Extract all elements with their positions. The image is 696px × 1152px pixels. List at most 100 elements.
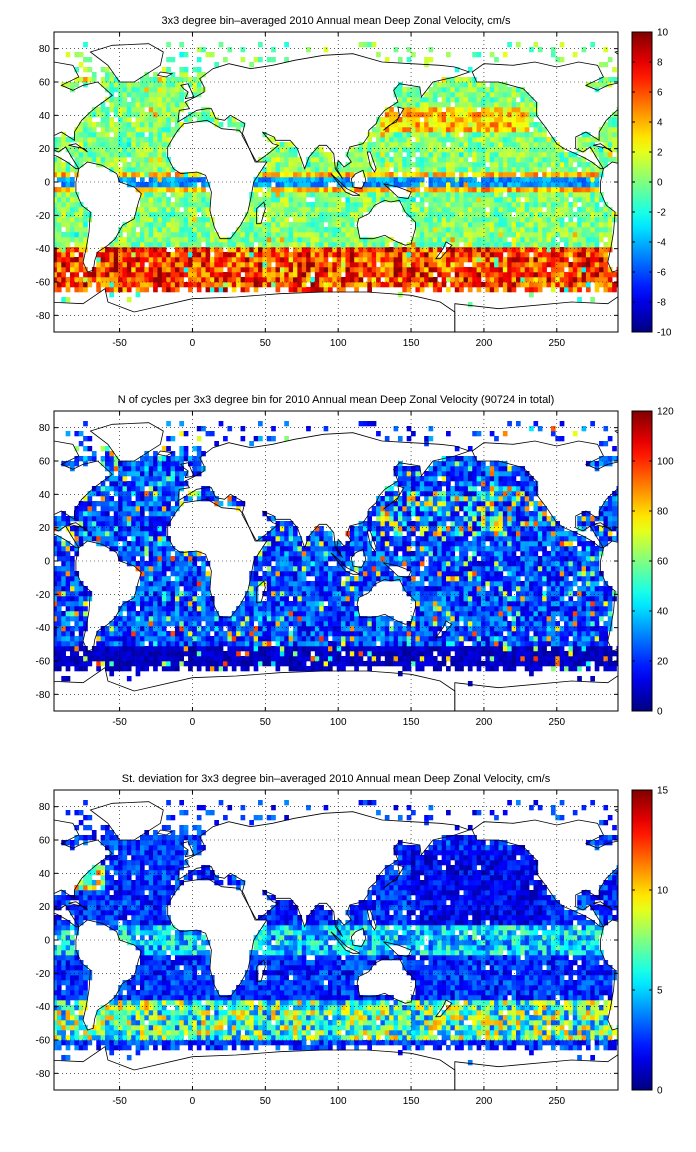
heatmap-cell bbox=[568, 177, 573, 182]
heatmap-cell bbox=[389, 282, 394, 287]
heatmap-cell bbox=[144, 122, 149, 127]
heatmap-cell bbox=[455, 242, 460, 247]
heatmap-cell bbox=[192, 237, 197, 242]
heatmap-cell bbox=[472, 177, 477, 182]
heatmap-cell bbox=[560, 282, 565, 287]
heatmap-cell bbox=[127, 252, 132, 257]
heatmap-cell bbox=[350, 262, 355, 267]
heatmap-cell bbox=[153, 496, 158, 501]
heatmap-cell bbox=[455, 132, 460, 137]
heatmap-cell bbox=[79, 217, 84, 222]
heatmap-cell bbox=[547, 262, 552, 267]
heatmap-cell bbox=[53, 217, 58, 222]
heatmap-cell bbox=[157, 222, 162, 227]
heatmap-cell bbox=[149, 636, 154, 641]
heatmap-cell bbox=[166, 212, 171, 217]
heatmap-cell bbox=[83, 536, 88, 541]
heatmap-cell bbox=[420, 97, 425, 102]
heatmap-cell bbox=[153, 127, 158, 132]
heatmap-cell bbox=[118, 521, 123, 526]
heatmap-cell bbox=[166, 252, 171, 257]
heatmap-cell bbox=[551, 187, 556, 192]
heatmap-cell bbox=[61, 641, 66, 646]
heatmap-cell bbox=[149, 257, 154, 262]
heatmap-cell bbox=[70, 576, 75, 581]
heatmap-cell bbox=[144, 162, 149, 167]
heatmap-cell bbox=[337, 277, 342, 282]
heatmap-cell bbox=[149, 132, 154, 137]
heatmap-cell bbox=[127, 511, 132, 516]
heatmap-cell bbox=[153, 137, 158, 142]
heatmap-cell bbox=[538, 272, 543, 277]
heatmap-cell bbox=[337, 212, 342, 217]
heatmap-cell bbox=[131, 661, 136, 666]
heatmap-cell bbox=[101, 486, 106, 491]
heatmap-cell bbox=[179, 232, 184, 237]
heatmap-cell bbox=[96, 531, 101, 536]
heatmap-cell bbox=[345, 207, 350, 212]
heatmap-cell bbox=[494, 182, 499, 187]
heatmap-cell bbox=[140, 481, 145, 486]
heatmap-cell bbox=[179, 192, 184, 197]
heatmap-cell bbox=[542, 172, 547, 177]
heatmap-cell bbox=[582, 182, 587, 187]
heatmap-cell bbox=[79, 287, 84, 292]
heatmap-cell bbox=[188, 217, 193, 222]
heatmap-cell bbox=[433, 167, 438, 172]
heatmap-cell bbox=[153, 646, 158, 651]
heatmap-cell bbox=[450, 187, 455, 192]
heatmap-cell bbox=[179, 212, 184, 217]
heatmap-cell bbox=[433, 282, 438, 287]
heatmap-cell bbox=[210, 267, 215, 272]
y-tick-label: -80 bbox=[36, 311, 51, 322]
heatmap-cell bbox=[507, 247, 512, 252]
heatmap-cell bbox=[223, 237, 228, 242]
heatmap-cell bbox=[433, 117, 438, 122]
heatmap-cell bbox=[136, 631, 141, 636]
heatmap-cell bbox=[398, 137, 403, 142]
heatmap-cell bbox=[380, 167, 385, 172]
heatmap-cell bbox=[525, 132, 530, 137]
heatmap-cell bbox=[560, 157, 565, 162]
heatmap-cell bbox=[411, 247, 416, 252]
heatmap-cell bbox=[450, 117, 455, 122]
heatmap-cell bbox=[171, 556, 176, 561]
heatmap-cell bbox=[411, 252, 416, 257]
heatmap-cell bbox=[144, 287, 149, 292]
heatmap-cell bbox=[577, 297, 582, 302]
heatmap-cell bbox=[512, 132, 517, 137]
heatmap-cell bbox=[131, 222, 136, 227]
heatmap-cell bbox=[197, 57, 202, 62]
heatmap-cell bbox=[420, 157, 425, 162]
heatmap-cell bbox=[127, 152, 132, 157]
heatmap-cell bbox=[415, 87, 420, 92]
heatmap-cell bbox=[74, 586, 79, 591]
heatmap-cell bbox=[66, 601, 71, 606]
heatmap-cell bbox=[542, 262, 547, 267]
heatmap-cell bbox=[385, 257, 390, 262]
heatmap-cell bbox=[157, 232, 162, 237]
heatmap-cell bbox=[402, 117, 407, 122]
heatmap-cell bbox=[507, 97, 512, 102]
heatmap-cell bbox=[372, 247, 377, 252]
heatmap-cell bbox=[424, 262, 429, 267]
heatmap-cell bbox=[92, 272, 97, 277]
heatmap-cell bbox=[153, 611, 158, 616]
heatmap-cell bbox=[184, 237, 189, 242]
heatmap-cell bbox=[350, 252, 355, 257]
heatmap-cell bbox=[144, 257, 149, 262]
heatmap-cell bbox=[149, 526, 154, 531]
heatmap-cell bbox=[232, 237, 237, 242]
heatmap-cell bbox=[153, 117, 158, 122]
heatmap-cell bbox=[88, 282, 93, 287]
heatmap-cell bbox=[61, 661, 66, 666]
heatmap-cell bbox=[407, 207, 412, 212]
heatmap-cell bbox=[157, 97, 162, 102]
heatmap-cell bbox=[74, 431, 79, 436]
heatmap-cell bbox=[376, 252, 381, 257]
heatmap-cell bbox=[131, 466, 136, 471]
heatmap-cell bbox=[149, 466, 154, 471]
heatmap-cell bbox=[109, 162, 114, 167]
heatmap-cell bbox=[289, 267, 294, 272]
heatmap-cell bbox=[328, 157, 333, 162]
